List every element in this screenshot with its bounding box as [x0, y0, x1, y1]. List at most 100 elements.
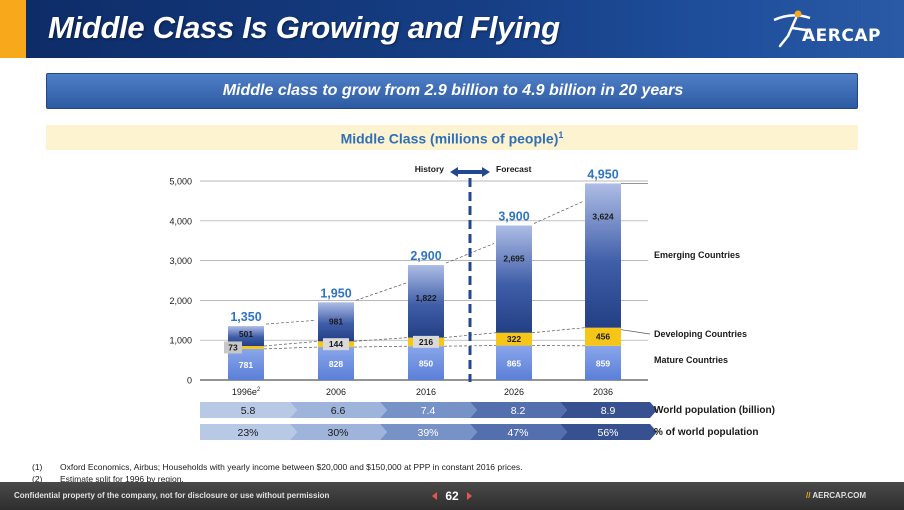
y-tick-label: 1,000 — [169, 336, 192, 346]
developing-dashed-line — [353, 337, 409, 342]
headline-text: Middle class to grow from 2.9 billion to… — [222, 82, 684, 99]
share-of-world-segment — [380, 424, 477, 440]
website-link[interactable]: // AERCAP.COM — [806, 491, 866, 500]
trend-dashed-line — [533, 201, 584, 224]
footer-bar: Confidential property of the company, no… — [0, 482, 904, 510]
emerging-value-label: 2,695 — [503, 253, 525, 263]
mature-value-label: 865 — [507, 358, 521, 368]
emerging-value-label: 501 — [239, 329, 253, 339]
total-label: 3,900 — [498, 209, 529, 223]
world-population-segment — [380, 402, 477, 418]
header-accent — [0, 0, 26, 58]
bar-emerging-2006 — [318, 302, 354, 342]
total-label: 1,950 — [320, 286, 351, 300]
share-of-world-segment — [560, 424, 657, 440]
bar-mature-1996e — [228, 348, 264, 380]
bar-mature-2036 — [585, 345, 621, 380]
developing-value-label: 144 — [329, 339, 343, 349]
developing-dashed-line — [263, 340, 319, 347]
share-of-world-row: 23% 30% 39% 47% 56% % of world population — [0, 423, 904, 443]
headline-banner: Middle class to grow from 2.9 billion to… — [46, 73, 858, 109]
world-population-segment — [470, 402, 567, 418]
bar-emerging-2036 — [585, 183, 621, 328]
x-tick-label: 2006 — [326, 387, 346, 397]
world-population-value: 6.6 — [331, 405, 346, 417]
share-of-world-segment — [470, 424, 567, 440]
page-title: Middle Class Is Growing and Flying — [48, 10, 560, 45]
developing-label-box — [224, 341, 242, 354]
bar-emerging-2026 — [496, 225, 532, 333]
total-label: 2,900 — [410, 249, 441, 263]
emerging-value-label: 3,624 — [592, 211, 614, 221]
footnotes: (1) Oxford Economics, Airbus; Households … — [32, 461, 522, 485]
header-bar: Middle Class Is Growing and Flying AERCA… — [0, 0, 904, 58]
share-of-world-value: 47% — [507, 427, 528, 439]
website-text: AERCAP.COM — [812, 491, 867, 500]
y-tick-label: 0 — [187, 376, 192, 386]
bar-emerging-1996e — [228, 326, 264, 347]
footnote: (1) Oxford Economics, Airbus; Households … — [32, 461, 522, 473]
mature-dashed-line — [353, 345, 409, 348]
bar-mature-2016 — [408, 346, 444, 380]
footnote-number: (2) — [32, 474, 43, 484]
share-of-world-value: 30% — [327, 427, 348, 439]
world-population-value: 8.2 — [511, 405, 526, 417]
footnote: (2) Estimate split for 1996 by region. — [32, 473, 522, 485]
world-population-label: World population (billion) — [654, 405, 775, 416]
mature-value-label: 850 — [419, 359, 433, 369]
y-tick-label: 2,000 — [169, 296, 192, 306]
x-tick-label-text: 2036 — [593, 387, 613, 397]
mature-dashed-line — [263, 346, 319, 350]
world-population-segment — [200, 402, 297, 418]
footnote-text: Oxford Economics, Airbus; Households wit… — [60, 462, 523, 472]
world-population-value: 7.4 — [421, 405, 436, 417]
share-of-world-value: 56% — [597, 427, 618, 439]
footnote-text: Estimate split for 1996 by region. — [60, 474, 184, 484]
bar-mature-2026 — [496, 345, 532, 380]
legend-developing: Developing Countries — [654, 329, 747, 339]
total-label: 4,950 — [587, 167, 618, 181]
legend-leader-developing — [620, 329, 651, 335]
next-page-icon[interactable] — [467, 492, 472, 500]
developing-value-label: 322 — [507, 334, 521, 344]
bar-developing-1996e — [228, 346, 264, 349]
developing-dashed-line — [531, 327, 586, 334]
x-tick-label-text: 2026 — [504, 387, 524, 397]
legend-emerging: Emerging Countries — [654, 250, 740, 260]
trend-dashed-line — [355, 282, 407, 301]
previous-page-icon[interactable] — [432, 492, 437, 500]
total-label: 1,350 — [230, 310, 261, 324]
x-tick-label: 1996e2 — [232, 387, 261, 397]
y-tick-label: 5,000 — [169, 177, 192, 187]
world-population-pills: 5.8 6.6 7.4 8.2 8.9 — [200, 402, 657, 418]
bar-emerging-2016 — [408, 265, 444, 338]
share-of-world-segment — [200, 424, 297, 440]
chart-title: Middle Class (millions of people)1 — [46, 130, 858, 147]
world-population-segment — [560, 402, 657, 418]
page-number: 62 — [445, 489, 459, 503]
share-of-world-segment — [290, 424, 387, 440]
mature-value-label: 828 — [329, 359, 343, 369]
x-tick-label-text: 2016 — [416, 387, 436, 397]
share-of-world-value: 23% — [237, 427, 258, 439]
mature-dashed-line — [443, 345, 497, 347]
x-tick-label-text: 1996e — [232, 387, 257, 397]
x-tick-label: 2026 — [504, 387, 524, 397]
logo-text: AERCAP — [802, 26, 881, 46]
x-tick-label: 2036 — [593, 387, 613, 397]
bar-mature-2006 — [318, 347, 354, 380]
footnote-number: (1) — [32, 462, 43, 472]
bar-developing-2036 — [585, 327, 621, 346]
double-arrow-icon — [450, 167, 490, 177]
chart-title-superscript: 1 — [558, 130, 564, 140]
mature-value-label: 781 — [239, 360, 253, 370]
developing-label-box — [323, 338, 349, 351]
share-of-world-pills: 23% 30% 39% 47% 56% — [200, 424, 657, 440]
share-of-world-value: 39% — [417, 427, 438, 439]
world-population-value: 8.9 — [601, 405, 616, 417]
x-tick-label-text: 2006 — [326, 387, 346, 397]
legend-mature: Mature Countries — [654, 355, 728, 365]
y-tick-label: 3,000 — [169, 256, 192, 266]
mature-value-label: 859 — [596, 358, 610, 368]
